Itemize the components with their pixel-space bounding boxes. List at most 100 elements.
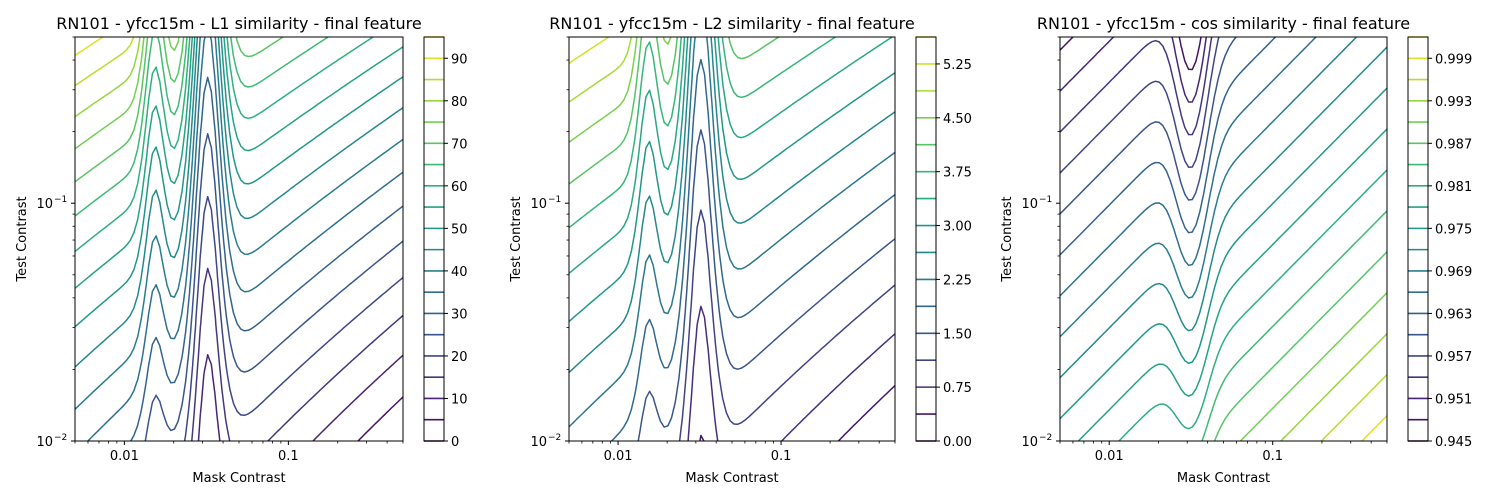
- y-axis-label: Test Contrast: [509, 196, 524, 282]
- contour-level-line: [1239, 292, 1387, 441]
- colorbar-tick-label: 3.75: [943, 166, 972, 181]
- contour-level-line: [357, 396, 403, 441]
- contour-level-line: [569, 37, 672, 143]
- colorbar-tick-label: 40: [451, 265, 468, 280]
- colorbar-tick-label: 0.975: [1435, 222, 1472, 237]
- contour-lines: [1060, 37, 1387, 441]
- y-axis-label: Test Contrast: [1000, 196, 1015, 282]
- contour-level-line: [1201, 210, 1387, 441]
- chart-title: RN101 - yfcc15m - L2 similarity - final …: [549, 14, 914, 33]
- y-tick-exponent: −1: [54, 195, 67, 205]
- colorbar-frame: [423, 36, 445, 442]
- x-tick-label: 0.1: [771, 449, 792, 464]
- plot-frame: [74, 36, 404, 442]
- contour-level-line: [1060, 37, 1317, 297]
- contour-level-line: [1060, 37, 1213, 136]
- x-tick-label: 0.01: [1095, 449, 1124, 464]
- colorbar-tick-label: 0.993: [1435, 95, 1472, 110]
- contour-level-line: [569, 37, 610, 65]
- colorbar-tick-label: 0.999: [1435, 52, 1472, 67]
- contour-level-line: [569, 37, 780, 185]
- x-axis-label: Mask Contrast: [1177, 471, 1270, 486]
- chart-title: RN101 - yfcc15m - L1 similarity - final …: [56, 14, 421, 33]
- colorbar-tick-label: 10: [451, 392, 468, 407]
- colorbar-tick-label: 0.987: [1435, 137, 1472, 152]
- colorbar-tick-label: 0.00: [943, 435, 972, 450]
- colorbar-tick-label: 30: [451, 307, 468, 322]
- contour-level-line: [1060, 46, 1387, 379]
- x-tick-label: 0.01: [604, 449, 633, 464]
- colorbar-tick-label: 0.75: [943, 381, 972, 396]
- y-tick-label: 10: [530, 435, 547, 450]
- colorbar-tick-label: 0.957: [1435, 350, 1472, 365]
- contour-level-line: [75, 37, 104, 57]
- contour-level-line: [1060, 37, 1220, 174]
- colorbar-tick-label: 0.963: [1435, 307, 1472, 322]
- contour-level-line: [191, 267, 403, 441]
- contour-lines: [75, 37, 403, 441]
- colorbar-tick-label: 60: [451, 180, 468, 195]
- y-tick-label: 10: [36, 435, 53, 450]
- colorbar-tick-label: 70: [451, 137, 468, 152]
- x-axis-label: Mask Contrast: [192, 471, 285, 486]
- contour-level-line: [75, 37, 403, 290]
- colorbar-tick-label: 0.951: [1435, 392, 1472, 407]
- colorbar-tick-label: 50: [451, 222, 468, 237]
- colorbar-tick-label: 5.25: [943, 58, 972, 73]
- colorbar-frame: [1407, 36, 1429, 442]
- contour-level-line: [569, 37, 895, 374]
- y-tick-label: 10: [530, 197, 547, 212]
- contour-level-line: [678, 209, 895, 441]
- contour-level-line: [569, 37, 837, 229]
- contour-level-line: [569, 37, 893, 275]
- contour-level-line: [197, 354, 403, 441]
- contour-level-line: [144, 133, 403, 441]
- contour-level-line: [1361, 414, 1387, 441]
- contour-level-line: [1060, 37, 1358, 338]
- contour-level-line: [75, 37, 403, 368]
- y-tick-label: 10: [1021, 197, 1038, 212]
- contour-level-line: [687, 305, 895, 441]
- contour-level-line: [87, 37, 403, 441]
- colorbar-tick-label: 2.25: [943, 273, 972, 288]
- x-axis-label: Mask Contrast: [685, 471, 778, 486]
- colorbar-tick-label: 0.981: [1435, 180, 1472, 195]
- contour-level-line: [1060, 37, 1208, 103]
- colorbar-tick-label: 0.969: [1435, 265, 1472, 280]
- contour-level-line: [637, 129, 895, 441]
- contour-level-line: [1060, 87, 1387, 420]
- y-tick-exponent: −1: [1039, 195, 1052, 205]
- colorbar-tick-label: 0.945: [1435, 435, 1472, 450]
- contour-level-line: [569, 37, 633, 103]
- contour-level-line: [75, 37, 180, 150]
- contour-level-line: [1118, 169, 1387, 441]
- contour-level-line: [1077, 128, 1387, 441]
- contour-level-line: [183, 195, 403, 441]
- contour-level-line: [75, 37, 141, 118]
- y-tick-exponent: −2: [54, 433, 67, 443]
- x-tick-label: 0.1: [278, 449, 299, 464]
- colorbar: 0.945 0.951 0.957 0.963 0.969 0.975 0.981 0.987…: [1407, 36, 1472, 450]
- colorbar-tick-label: 90: [451, 52, 468, 67]
- contour-level-line: [75, 37, 403, 328]
- contour-level-line: [610, 58, 895, 441]
- colorbar-tick-label: 20: [451, 350, 468, 365]
- contour-lines: [569, 37, 895, 441]
- y-tick-exponent: −2: [548, 433, 561, 443]
- colorbar: 0.00 0.75 1.50 2.25 3.00 3.75 4.50 5.25: [915, 36, 972, 450]
- chart-title: RN101 - yfcc15m - cos similarity - final…: [1037, 14, 1410, 33]
- contour-level-line: [1060, 37, 1237, 215]
- x-tick-label: 0.1: [1262, 449, 1283, 464]
- colorbar: 0 10 20 30 40 50 60 70 80 90: [423, 36, 468, 450]
- colorbar-frame: [915, 36, 937, 442]
- contour-level-line: [75, 37, 329, 217]
- contour-level-line: [1320, 373, 1387, 441]
- y-axis-label: Test Contrast: [15, 196, 30, 282]
- contour-level-line: [1060, 37, 1277, 256]
- contour-level-line: [75, 37, 284, 183]
